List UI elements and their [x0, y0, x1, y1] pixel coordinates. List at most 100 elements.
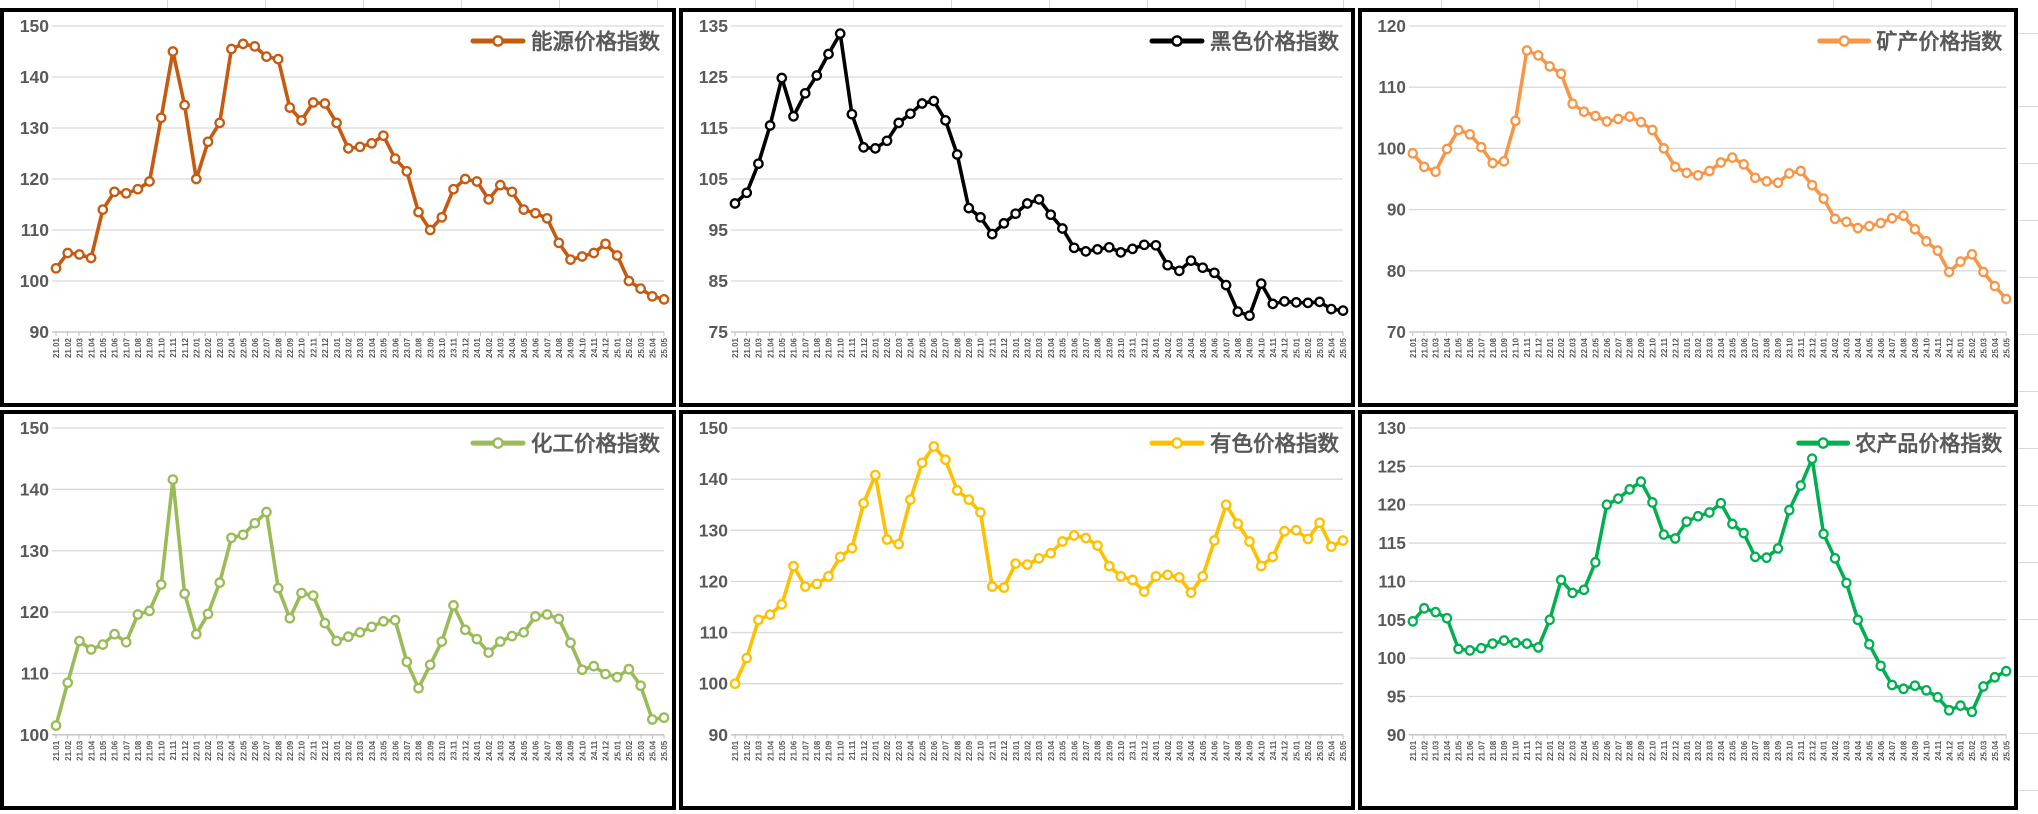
- data-point-marker: [132, 183, 144, 195]
- data-point-marker: [1692, 510, 1704, 522]
- data-point-marker: [1772, 543, 1784, 554]
- data-point-marker: [401, 165, 413, 177]
- data-point-marker: [905, 108, 916, 120]
- data-point-marker: [296, 115, 307, 126]
- data-point-marker: [1727, 152, 1738, 163]
- x-axis-label: 22.04: [1580, 337, 1589, 358]
- x-axis-label: 22.06: [251, 337, 260, 358]
- x-axis-label: 21.11: [1523, 337, 1532, 357]
- data-point-marker: [1909, 223, 1921, 235]
- x-axis-label: 24.04: [508, 337, 517, 358]
- x-axis-label: 23.10: [438, 337, 447, 358]
- data-point-marker: [167, 46, 179, 57]
- x-axis-label: 22.06: [1603, 740, 1612, 761]
- data-point-marker: [413, 682, 424, 694]
- data-point-marker: [541, 609, 553, 620]
- legend[interactable]: 有色价格指数: [1149, 431, 1339, 456]
- data-point-marker: [1852, 614, 1864, 626]
- x-axis-label: 21.07: [801, 337, 810, 358]
- x-axis-label: 21.03: [1432, 337, 1441, 358]
- chart-agricultural-price-index[interactable]: 90 95 100 105 110 115 120 125 130 21.01 21.02 21.03…: [1358, 410, 2018, 810]
- y-axis-label: 105: [699, 169, 728, 189]
- data-point-marker: [1692, 169, 1704, 181]
- data-point-marker: [249, 41, 261, 52]
- data-point-marker: [729, 678, 741, 690]
- y-axis-label: 120: [20, 602, 49, 622]
- data-point-marker: [366, 137, 378, 149]
- x-axis-label: 21.08: [1489, 740, 1498, 761]
- charts-grid: 90 100 110 120 130 140 150 21.01 21.02 21.03 21.04…: [0, 8, 2018, 810]
- x-axis-label: 22.12: [1000, 740, 1009, 761]
- x-axis-label: 21.01: [731, 337, 740, 358]
- data-point-marker: [1115, 570, 1127, 582]
- data-point-marker: [1818, 193, 1829, 204]
- data-point-marker: [249, 517, 261, 529]
- x-axis-label: 25.05: [660, 740, 669, 761]
- data-point-marker: [109, 186, 120, 198]
- data-point-marker: [963, 494, 975, 505]
- legend[interactable]: 农产品价格指数: [1796, 431, 2003, 456]
- x-axis-label: 24.12: [1281, 337, 1290, 358]
- spreadsheet-top-gridlines: [0, 0, 2038, 8]
- x-axis-label: 25.02: [1304, 337, 1313, 358]
- x-axis-label: 22.11: [1660, 740, 1669, 760]
- x-axis-label: 23.03: [1706, 337, 1715, 358]
- y-axis-label: 120: [1377, 16, 1405, 36]
- data-point-marker: [1898, 683, 1909, 695]
- legend[interactable]: 化工价格指数: [470, 431, 660, 456]
- data-point-marker: [1021, 198, 1033, 209]
- data-point-marker: [354, 141, 366, 153]
- data-point-marker: [846, 542, 858, 554]
- legend[interactable]: 能源价格指数: [470, 29, 660, 54]
- data-point-marker: [1555, 68, 1567, 80]
- data-point-marker: [975, 211, 986, 223]
- data-point-marker: [1302, 533, 1314, 545]
- x-axis-label: 22.02: [1557, 337, 1566, 358]
- x-axis-label: 21.08: [813, 740, 822, 761]
- data-point-marker: [1647, 497, 1658, 508]
- chart-nonferrous-price-index[interactable]: 90 100 110 120 130 140 150 21.01 21.02 21.03 21.04…: [679, 410, 1355, 810]
- data-point-marker: [1080, 532, 1092, 544]
- data-point-marker: [1441, 612, 1453, 624]
- data-point-marker: [1612, 493, 1624, 504]
- x-axis-label: 23.08: [1763, 337, 1772, 358]
- x-axis-label: 22.01: [193, 337, 202, 358]
- data-point-marker: [1875, 217, 1886, 229]
- x-axis-label: 23.09: [1105, 740, 1114, 761]
- chart-energy-price-index[interactable]: 90 100 110 120 130 140 150 21.01 21.02 21.03 21.04…: [0, 8, 676, 407]
- data-point-marker: [1738, 158, 1749, 170]
- data-point-marker: [1337, 305, 1349, 316]
- x-axis-label: 23.05: [1059, 337, 1068, 358]
- data-point-marker: [940, 115, 951, 126]
- chart-chemical-price-index[interactable]: 100 110 120 130 140 150 21.01 21.02 21.03 21.04 21…: [0, 410, 676, 810]
- x-axis-label: 24.02: [485, 337, 494, 358]
- x-axis-label: 23.02: [345, 740, 354, 761]
- data-point-marker: [846, 108, 858, 120]
- data-point-marker: [1841, 216, 1852, 228]
- x-axis-label: 25.02: [1968, 740, 1977, 761]
- legend[interactable]: 矿产价格指数: [1817, 29, 2003, 54]
- chart-mineral-price-index[interactable]: 70 80 90 100 110 120 21.01 21.02 21.03 21.04 21.05…: [1358, 8, 2018, 407]
- x-axis-label: 21.06: [790, 337, 799, 358]
- x-axis-label: 21.10: [157, 337, 166, 358]
- data-point-marker: [623, 663, 635, 675]
- x-axis-label: 23.01: [1012, 337, 1021, 358]
- data-point-marker: [1978, 681, 1989, 692]
- x-axis-label: 25.01: [1292, 740, 1301, 761]
- x-axis-label: 25.01: [613, 740, 622, 761]
- data-point-marker: [1453, 643, 1464, 655]
- x-axis-label: 24.10: [578, 337, 587, 358]
- x-axis-label: 22.05: [1592, 337, 1601, 358]
- data-point-marker: [1441, 143, 1453, 155]
- x-axis-label: 23.12: [461, 740, 470, 761]
- data-point-marker: [284, 102, 296, 113]
- legend[interactable]: 黑色价格指数: [1149, 29, 1339, 54]
- spreadsheet-right-gridlines: [2018, 0, 2038, 814]
- data-point-marker: [261, 51, 272, 62]
- x-axis-label: 23.07: [1751, 337, 1760, 358]
- data-point-marker: [951, 485, 963, 496]
- data-point-marker: [190, 628, 202, 640]
- x-axis-label: 23.03: [1035, 337, 1044, 358]
- x-axis-label: 24.08: [555, 740, 564, 761]
- chart-black-price-index[interactable]: 75 85 95 105 115 125 135 21.01 21.02 21.03 21.04 21…: [679, 8, 1355, 407]
